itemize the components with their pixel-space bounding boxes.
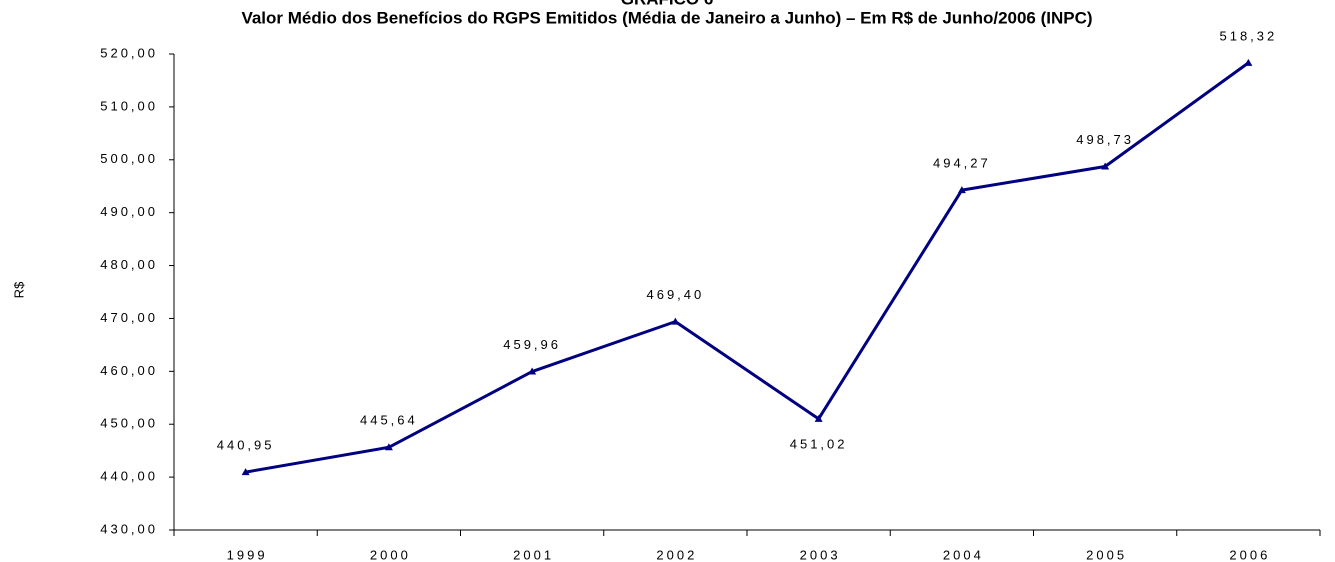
data-label: 494,27 — [933, 156, 991, 171]
data-label: 459,96 — [503, 337, 561, 352]
x-tick-label: 2004 — [943, 547, 984, 562]
x-tick-label: 1999 — [227, 547, 268, 562]
x-tick-label: 2002 — [656, 547, 697, 562]
marker — [1244, 58, 1253, 66]
y-tick-label: 450,00 — [100, 416, 158, 431]
data-label: 445,64 — [360, 413, 418, 428]
y-tick-label: 460,00 — [100, 363, 158, 378]
marker — [528, 367, 537, 375]
y-tick-label: 500,00 — [100, 151, 158, 166]
x-tick-label: 2000 — [370, 547, 411, 562]
y-tick-label: 490,00 — [100, 204, 158, 219]
x-tick-label: 2006 — [1229, 547, 1270, 562]
data-label: 440,95 — [217, 438, 275, 453]
marker — [957, 186, 966, 194]
line — [245, 61, 1250, 474]
y-tick-label: 430,00 — [100, 521, 158, 536]
y-tick-label: 470,00 — [100, 310, 158, 325]
chart-title: GRÁFICO 6 — [621, 0, 714, 8]
y-axis-label: R$ — [11, 281, 26, 298]
y-tick-label: 520,00 — [100, 45, 158, 60]
chart-subtitle: Valor Médio dos Benefícios do RGPS Emiti… — [241, 8, 1092, 27]
data-label: 469,40 — [646, 287, 704, 302]
data-label: 518,32 — [1219, 28, 1277, 43]
data-label: 498,73 — [1076, 132, 1134, 147]
marker — [671, 317, 680, 325]
y-tick-label: 480,00 — [100, 257, 158, 272]
marker — [1101, 162, 1110, 170]
x-tick-label: 2001 — [513, 547, 554, 562]
marker — [814, 414, 823, 422]
y-tick-label: 440,00 — [100, 469, 158, 484]
data-label: 451,02 — [790, 436, 848, 451]
y-tick-label: 510,00 — [100, 98, 158, 113]
x-tick-label: 2003 — [800, 547, 841, 562]
marker — [384, 443, 393, 451]
marker — [241, 468, 250, 476]
x-tick-label: 2005 — [1086, 547, 1127, 562]
